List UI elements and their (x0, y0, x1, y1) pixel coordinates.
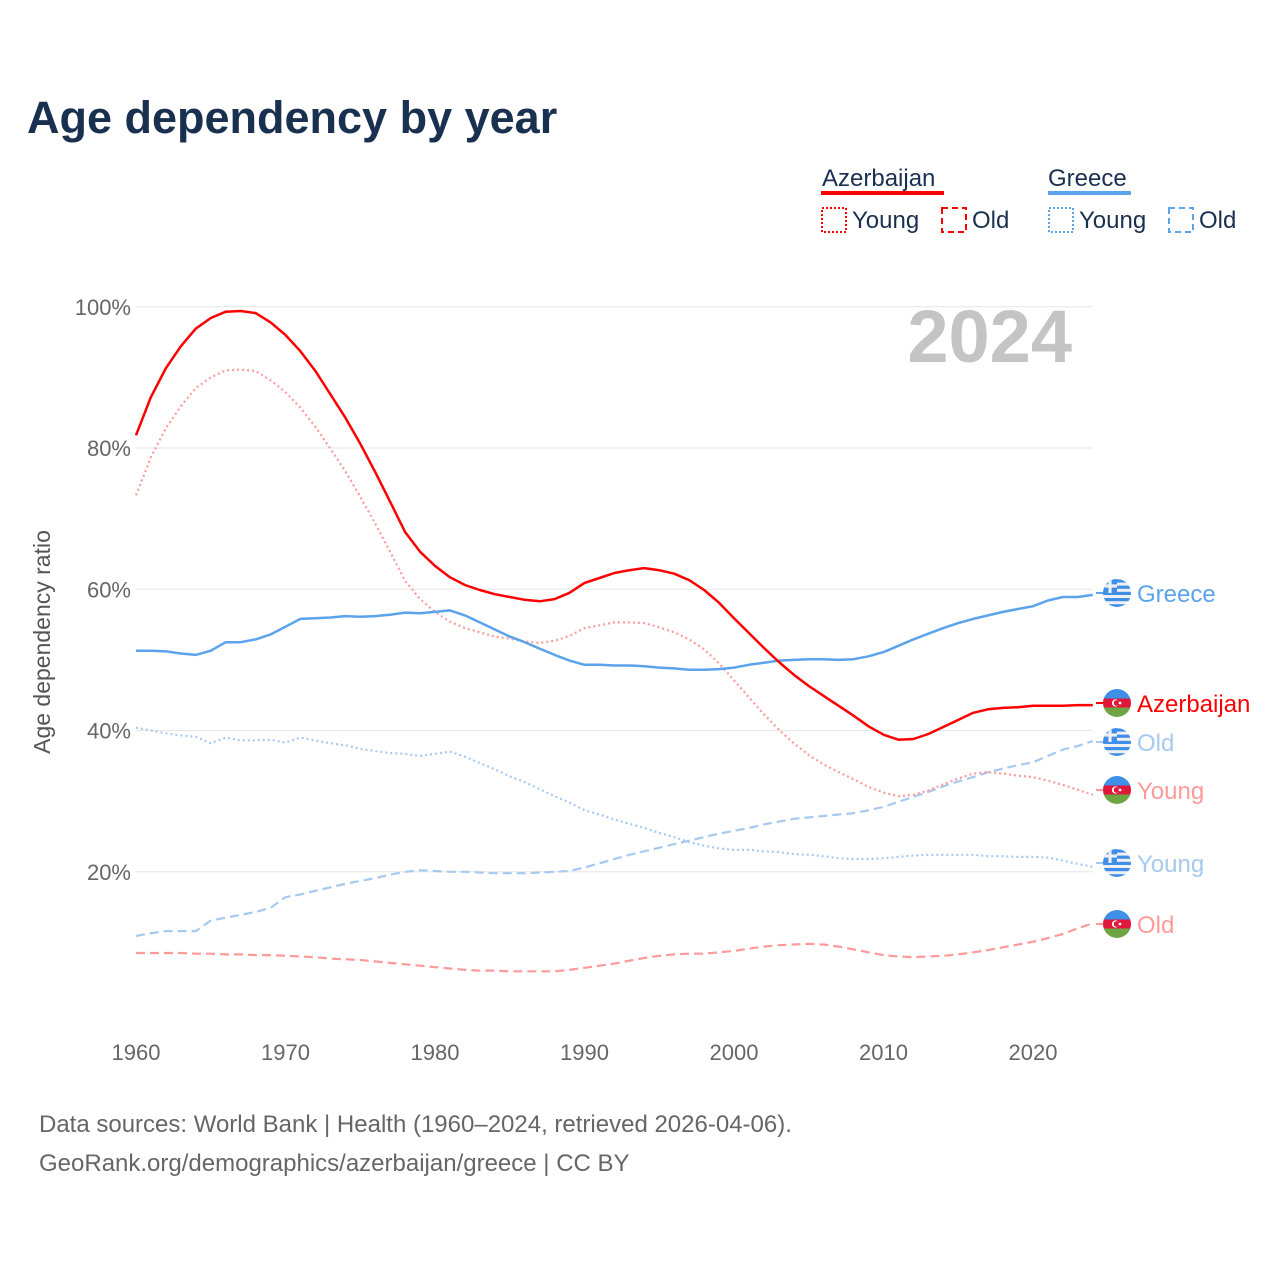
series-line-az-old[interactable] (136, 922, 1094, 973)
series-line-gr-total[interactable] (136, 593, 1093, 672)
y-tick-label: 80% (87, 436, 131, 461)
x-tick-label: 1980 (411, 1040, 460, 1065)
greece-flag-icon (1103, 849, 1131, 877)
y-tick-label: 40% (87, 719, 131, 744)
end-label-az-young: Young (1137, 778, 1204, 805)
end-label-az-total: Azerbaijan (1137, 691, 1250, 718)
azerbaijan-flag-icon (1103, 776, 1131, 804)
azerbaijan-flag-icon (1103, 910, 1131, 938)
x-tick-label: 1960 (112, 1040, 161, 1065)
y-axis-label: Age dependency ratio (29, 530, 55, 754)
end-label-gr-young: Young (1137, 851, 1204, 878)
legend-greece-young[interactable]: Young (1079, 207, 1146, 234)
end-label-gr-old: Old (1137, 730, 1174, 757)
source-line-1: Data sources: World Bank | Health (1960–… (39, 1111, 792, 1138)
greece-flag-icon (1103, 579, 1131, 607)
legend-azerbaijan-old-swatch (941, 207, 967, 233)
series-line-gr-old[interactable] (135, 740, 1094, 938)
legend-greece-old-swatch (1168, 207, 1194, 233)
x-tick-label: 1970 (261, 1040, 310, 1065)
greece-flag-icon (1103, 728, 1131, 756)
gridlines (136, 306, 1093, 873)
end-label-gr-total: Greece (1137, 581, 1216, 608)
legend-azerbaijan-young-swatch (821, 207, 847, 233)
x-tick-label: 2010 (859, 1040, 908, 1065)
series-line-az-young[interactable] (134, 368, 1094, 798)
series-lines (134, 309, 1094, 973)
y-axis-ticks: 20% 40% 60% 80% 100% (75, 295, 131, 885)
legend-azerbaijan-old[interactable]: Old (972, 207, 1009, 234)
year-badge: 2024 (907, 295, 1072, 378)
source-line-2[interactable]: GeoRank.org/demographics/azerbaijan/gree… (39, 1150, 630, 1177)
series-line-az-total[interactable] (134, 309, 1093, 741)
x-axis-ticks: 1960 1970 1980 1990 2000 2010 2020 (112, 1040, 1058, 1065)
legend: Azerbaijan Young Old Greece Young Old (821, 165, 1236, 234)
x-tick-label: 1990 (560, 1040, 609, 1065)
legend-greece-old[interactable]: Old (1199, 207, 1236, 234)
x-tick-label: 2000 (710, 1040, 759, 1065)
y-tick-label: 100% (75, 295, 131, 320)
legend-group-azerbaijan[interactable]: Azerbaijan (822, 165, 935, 192)
x-tick-label: 2020 (1009, 1040, 1058, 1065)
azerbaijan-flag-icon (1103, 689, 1131, 717)
legend-azerbaijan-young[interactable]: Young (852, 207, 919, 234)
end-label-az-old: Old (1137, 912, 1174, 939)
y-tick-label: 60% (87, 577, 131, 602)
series-end-labels: Azerbaijan Young Old Greece Young Old (1096, 579, 1250, 939)
series-line-gr-young[interactable] (135, 726, 1094, 868)
legend-azerbaijan-underline (821, 191, 944, 195)
y-tick-label: 20% (87, 860, 131, 885)
chart-title: Age dependency by year (27, 92, 557, 143)
legend-greece-young-swatch (1048, 207, 1074, 233)
legend-group-greece[interactable]: Greece (1048, 165, 1127, 192)
legend-greece-underline (1048, 191, 1131, 195)
